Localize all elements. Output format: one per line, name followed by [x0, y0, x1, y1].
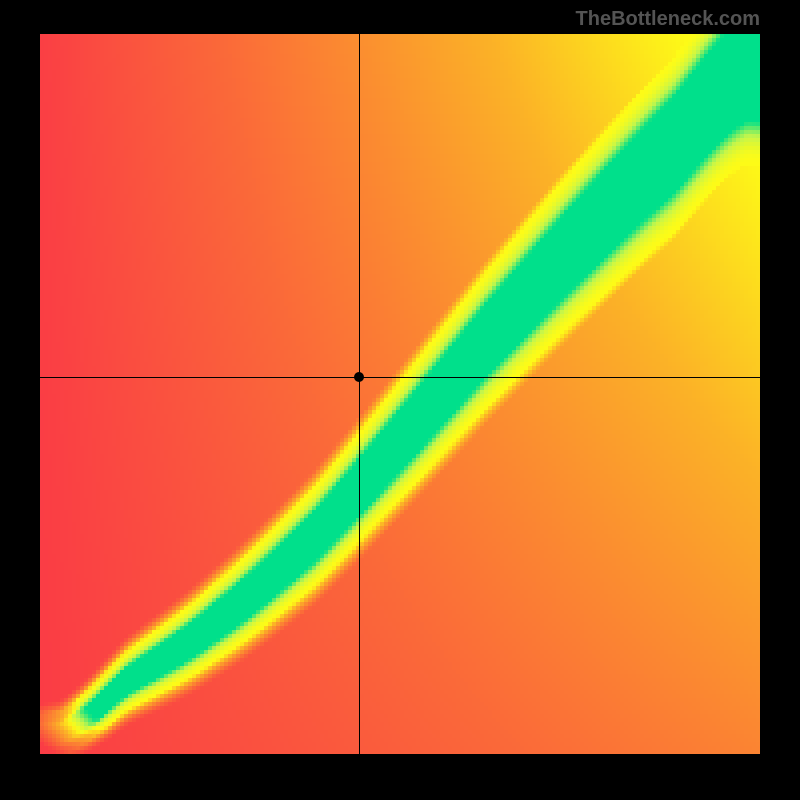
- watermark-text: TheBottleneck.com: [576, 8, 760, 31]
- chart-frame: TheBottleneck.com: [0, 0, 800, 800]
- marker-dot: [354, 372, 364, 382]
- plot-area: [40, 34, 760, 754]
- crosshair-vertical: [359, 34, 360, 754]
- heatmap-canvas: [40, 34, 760, 754]
- crosshair-horizontal: [40, 377, 760, 378]
